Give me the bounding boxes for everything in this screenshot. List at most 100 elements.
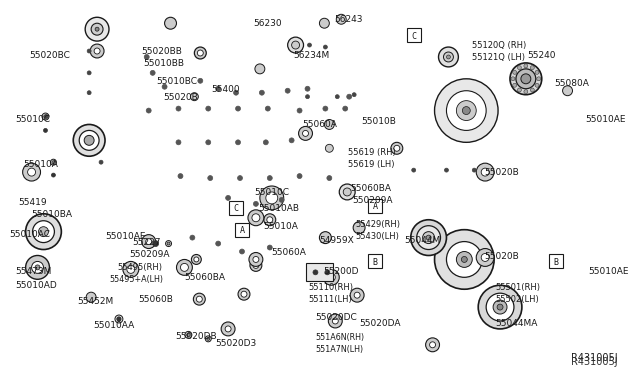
Circle shape bbox=[447, 241, 482, 277]
Circle shape bbox=[207, 337, 210, 340]
Circle shape bbox=[517, 65, 522, 70]
Circle shape bbox=[324, 119, 334, 129]
Circle shape bbox=[117, 317, 121, 321]
Circle shape bbox=[87, 71, 91, 75]
Circle shape bbox=[343, 106, 348, 111]
Circle shape bbox=[266, 106, 270, 111]
Circle shape bbox=[35, 265, 40, 270]
Circle shape bbox=[563, 86, 573, 96]
Bar bbox=[229, 201, 243, 215]
Circle shape bbox=[162, 84, 167, 89]
Text: 55240: 55240 bbox=[527, 51, 556, 60]
Circle shape bbox=[237, 176, 243, 180]
Text: C: C bbox=[234, 204, 239, 213]
Text: 55010BB: 55010BB bbox=[144, 59, 185, 68]
Circle shape bbox=[45, 115, 49, 119]
Circle shape bbox=[266, 192, 278, 204]
Circle shape bbox=[461, 256, 467, 262]
Circle shape bbox=[352, 93, 356, 97]
Circle shape bbox=[426, 338, 440, 352]
Circle shape bbox=[236, 106, 241, 111]
Circle shape bbox=[44, 128, 47, 132]
Text: 55501(RH): 55501(RH) bbox=[495, 283, 540, 292]
Circle shape bbox=[255, 64, 265, 74]
Circle shape bbox=[221, 322, 235, 336]
Circle shape bbox=[28, 168, 36, 176]
Circle shape bbox=[197, 50, 204, 56]
Circle shape bbox=[303, 131, 308, 137]
Circle shape bbox=[481, 168, 489, 176]
Text: 550209A: 550209A bbox=[352, 196, 393, 205]
Circle shape bbox=[117, 317, 121, 321]
Text: 54959X: 54959X bbox=[319, 235, 354, 245]
Circle shape bbox=[44, 115, 47, 118]
Circle shape bbox=[87, 91, 91, 95]
Circle shape bbox=[517, 88, 522, 92]
Circle shape bbox=[481, 253, 489, 262]
Circle shape bbox=[535, 83, 539, 87]
Circle shape bbox=[513, 70, 516, 74]
Text: 55020B: 55020B bbox=[164, 93, 198, 102]
Circle shape bbox=[225, 326, 231, 332]
Circle shape bbox=[144, 54, 149, 60]
Circle shape bbox=[305, 95, 310, 99]
Circle shape bbox=[150, 70, 155, 76]
Circle shape bbox=[279, 198, 284, 202]
Circle shape bbox=[412, 168, 416, 172]
Circle shape bbox=[216, 241, 221, 246]
Circle shape bbox=[268, 176, 272, 180]
Text: 55430(LH): 55430(LH) bbox=[355, 232, 399, 241]
Circle shape bbox=[435, 230, 494, 289]
Circle shape bbox=[239, 249, 244, 254]
Text: 551A6N(RH): 551A6N(RH) bbox=[316, 333, 365, 342]
Circle shape bbox=[524, 90, 528, 94]
Text: 55495(RH): 55495(RH) bbox=[117, 263, 162, 272]
Circle shape bbox=[332, 318, 339, 324]
Circle shape bbox=[511, 77, 515, 81]
Text: B: B bbox=[553, 258, 558, 267]
Circle shape bbox=[292, 41, 300, 49]
Text: 55010BC: 55010BC bbox=[157, 77, 198, 86]
Circle shape bbox=[444, 168, 449, 172]
Circle shape bbox=[187, 333, 190, 337]
Circle shape bbox=[289, 138, 294, 143]
Text: 55060B: 55060B bbox=[139, 295, 173, 304]
Circle shape bbox=[31, 262, 44, 273]
Text: 55452M: 55452M bbox=[77, 297, 113, 306]
Circle shape bbox=[535, 70, 539, 74]
Circle shape bbox=[339, 184, 355, 200]
Circle shape bbox=[146, 108, 151, 113]
Circle shape bbox=[531, 88, 534, 92]
Circle shape bbox=[33, 221, 54, 243]
Circle shape bbox=[208, 176, 212, 180]
Text: 55044MA: 55044MA bbox=[495, 319, 538, 328]
Text: 55020D3: 55020D3 bbox=[215, 339, 257, 348]
Circle shape bbox=[73, 125, 105, 156]
Circle shape bbox=[476, 248, 494, 266]
Circle shape bbox=[524, 64, 528, 68]
Circle shape bbox=[287, 37, 303, 53]
Circle shape bbox=[79, 131, 99, 150]
Circle shape bbox=[141, 235, 156, 248]
Circle shape bbox=[417, 226, 440, 250]
Text: 55010BA: 55010BA bbox=[31, 210, 72, 219]
Text: 55010AC: 55010AC bbox=[10, 230, 51, 239]
Circle shape bbox=[195, 47, 206, 59]
Circle shape bbox=[226, 195, 230, 201]
Bar bbox=[368, 199, 382, 213]
Bar bbox=[407, 28, 420, 42]
Circle shape bbox=[422, 232, 435, 244]
Text: 551A7N(LH): 551A7N(LH) bbox=[316, 345, 364, 354]
Circle shape bbox=[250, 259, 262, 271]
Text: 55080A: 55080A bbox=[555, 79, 589, 88]
Circle shape bbox=[531, 65, 534, 70]
Circle shape bbox=[176, 106, 181, 111]
Bar bbox=[548, 254, 563, 268]
Circle shape bbox=[472, 168, 476, 172]
Circle shape bbox=[268, 245, 272, 250]
Circle shape bbox=[253, 262, 259, 268]
Text: 55020B: 55020B bbox=[484, 251, 519, 260]
Circle shape bbox=[259, 90, 264, 95]
Circle shape bbox=[26, 256, 49, 279]
Circle shape bbox=[164, 17, 177, 29]
